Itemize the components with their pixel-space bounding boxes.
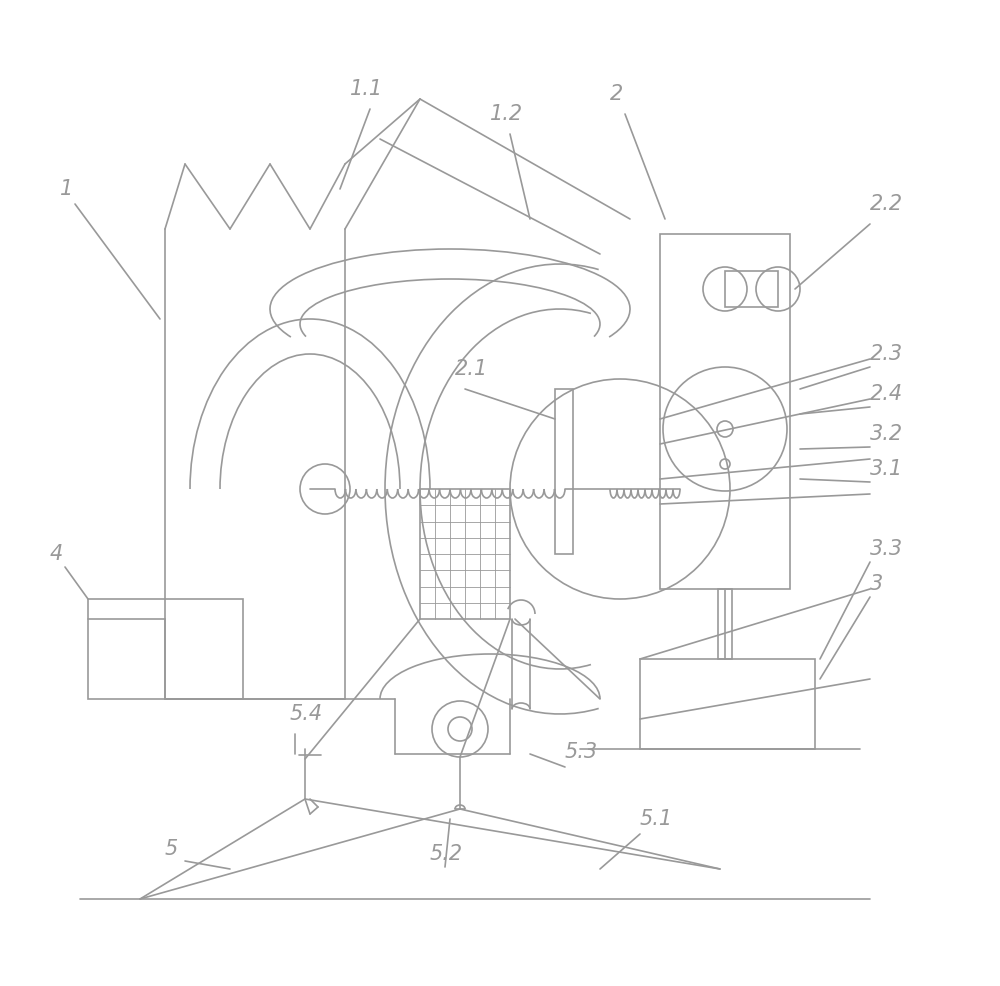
Text: 2.3: 2.3: [870, 344, 903, 364]
Text: 2.2: 2.2: [870, 194, 903, 214]
Text: 3.3: 3.3: [870, 538, 903, 558]
Text: 3.1: 3.1: [870, 458, 903, 478]
Text: 1.1: 1.1: [350, 79, 383, 99]
Text: 5.1: 5.1: [640, 809, 673, 828]
Text: 2.4: 2.4: [870, 384, 903, 403]
Text: 1: 1: [60, 178, 73, 199]
Text: 1.2: 1.2: [490, 104, 523, 124]
Text: 3: 3: [870, 574, 883, 594]
Text: 5: 5: [165, 838, 178, 858]
Text: 2: 2: [610, 84, 623, 104]
Bar: [640, 660, 815, 749]
Text: 5.2: 5.2: [430, 843, 463, 863]
Text: 5.3: 5.3: [565, 741, 598, 761]
Bar: [555, 389, 573, 554]
Bar: [660, 235, 790, 590]
Text: 2.1: 2.1: [455, 359, 488, 379]
Bar: [420, 489, 510, 619]
Bar: [718, 590, 732, 660]
Text: 5.4: 5.4: [290, 703, 323, 724]
Bar: [88, 599, 243, 699]
Text: 3.2: 3.2: [870, 424, 903, 444]
Text: 4: 4: [50, 543, 63, 563]
Bar: [725, 272, 778, 308]
